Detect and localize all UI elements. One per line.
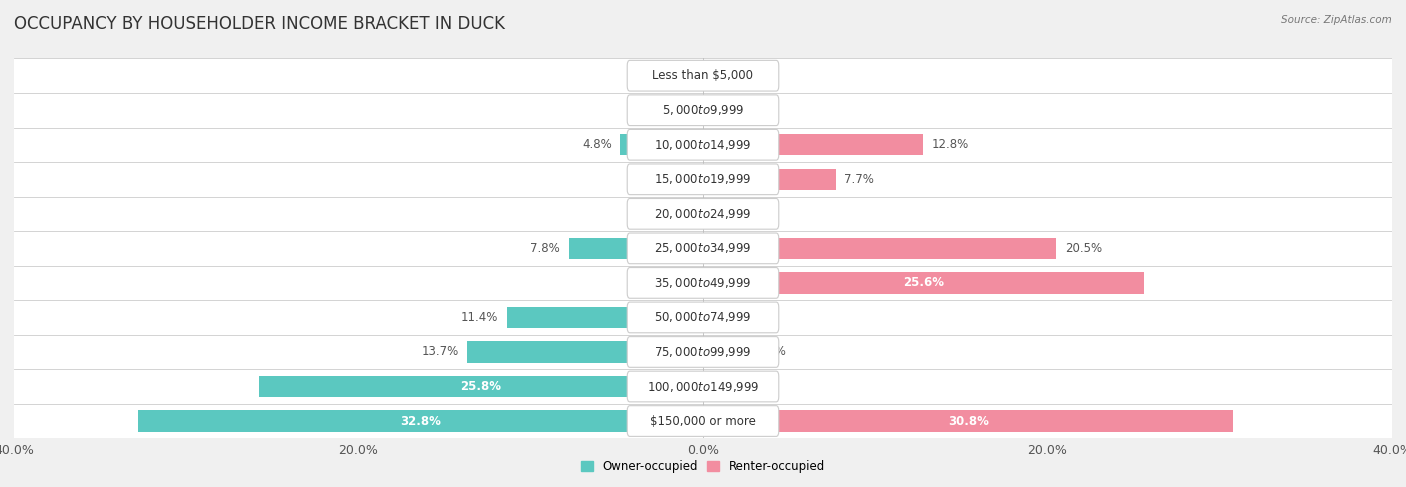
Text: $20,000 to $24,999: $20,000 to $24,999	[654, 207, 752, 221]
Text: $35,000 to $49,999: $35,000 to $49,999	[654, 276, 752, 290]
Text: 20.5%: 20.5%	[1064, 242, 1102, 255]
FancyBboxPatch shape	[627, 95, 779, 126]
Text: 2.6%: 2.6%	[756, 345, 786, 358]
Legend: Owner-occupied, Renter-occupied: Owner-occupied, Renter-occupied	[576, 455, 830, 478]
Bar	[703, 169, 835, 190]
Text: 25.8%: 25.8%	[460, 380, 502, 393]
Text: 25.6%: 25.6%	[903, 277, 943, 289]
FancyBboxPatch shape	[627, 164, 779, 195]
Bar	[14, 369, 1392, 404]
Bar	[14, 128, 1392, 162]
Bar	[703, 134, 924, 155]
Text: 13.7%: 13.7%	[422, 345, 458, 358]
Text: 0.0%: 0.0%	[665, 69, 695, 82]
Bar	[14, 58, 1392, 93]
FancyBboxPatch shape	[627, 302, 779, 333]
Text: 32.8%: 32.8%	[401, 414, 441, 428]
Bar	[14, 300, 1392, 335]
Text: 1.1%: 1.1%	[645, 207, 675, 220]
Text: $25,000 to $34,999: $25,000 to $34,999	[654, 242, 752, 255]
Text: 11.4%: 11.4%	[461, 311, 498, 324]
Text: 0.0%: 0.0%	[711, 207, 741, 220]
Text: 30.8%: 30.8%	[948, 414, 988, 428]
Text: $75,000 to $99,999: $75,000 to $99,999	[654, 345, 752, 359]
Bar	[703, 272, 1144, 294]
Bar	[14, 162, 1392, 197]
Text: 0.0%: 0.0%	[665, 173, 695, 186]
FancyBboxPatch shape	[627, 130, 779, 160]
Bar	[665, 272, 703, 294]
Bar	[467, 341, 703, 363]
FancyBboxPatch shape	[627, 337, 779, 367]
Bar	[506, 307, 703, 328]
Bar	[14, 404, 1392, 438]
Text: $15,000 to $19,999: $15,000 to $19,999	[654, 172, 752, 187]
Bar	[259, 376, 703, 397]
Bar	[14, 197, 1392, 231]
Text: $10,000 to $14,999: $10,000 to $14,999	[654, 138, 752, 152]
Bar	[620, 134, 703, 155]
Text: $50,000 to $74,999: $50,000 to $74,999	[654, 310, 752, 324]
Bar	[703, 238, 1056, 259]
Bar	[138, 411, 703, 432]
FancyBboxPatch shape	[627, 199, 779, 229]
Text: 2.2%: 2.2%	[627, 277, 657, 289]
Text: 0.0%: 0.0%	[711, 380, 741, 393]
Text: 7.8%: 7.8%	[530, 242, 560, 255]
Bar	[568, 238, 703, 259]
FancyBboxPatch shape	[627, 233, 779, 264]
Text: $5,000 to $9,999: $5,000 to $9,999	[662, 103, 744, 117]
Bar	[703, 341, 748, 363]
Text: 0.0%: 0.0%	[711, 69, 741, 82]
Bar	[685, 203, 703, 225]
Text: $100,000 to $149,999: $100,000 to $149,999	[647, 379, 759, 393]
Text: 0.0%: 0.0%	[711, 311, 741, 324]
FancyBboxPatch shape	[627, 371, 779, 402]
Bar	[14, 335, 1392, 369]
Bar	[703, 411, 1233, 432]
Text: 4.8%: 4.8%	[582, 138, 612, 151]
FancyBboxPatch shape	[627, 406, 779, 436]
Text: 0.37%: 0.37%	[651, 104, 688, 117]
Text: 0.0%: 0.0%	[711, 104, 741, 117]
Text: Source: ZipAtlas.com: Source: ZipAtlas.com	[1281, 15, 1392, 25]
Bar	[696, 99, 703, 121]
Bar	[14, 265, 1392, 300]
Text: 7.7%: 7.7%	[844, 173, 875, 186]
Text: 12.8%: 12.8%	[932, 138, 969, 151]
FancyBboxPatch shape	[627, 267, 779, 298]
Text: OCCUPANCY BY HOUSEHOLDER INCOME BRACKET IN DUCK: OCCUPANCY BY HOUSEHOLDER INCOME BRACKET …	[14, 15, 505, 33]
Text: $150,000 or more: $150,000 or more	[650, 414, 756, 428]
FancyBboxPatch shape	[627, 60, 779, 91]
Text: Less than $5,000: Less than $5,000	[652, 69, 754, 82]
Bar	[14, 231, 1392, 265]
Bar	[14, 93, 1392, 128]
